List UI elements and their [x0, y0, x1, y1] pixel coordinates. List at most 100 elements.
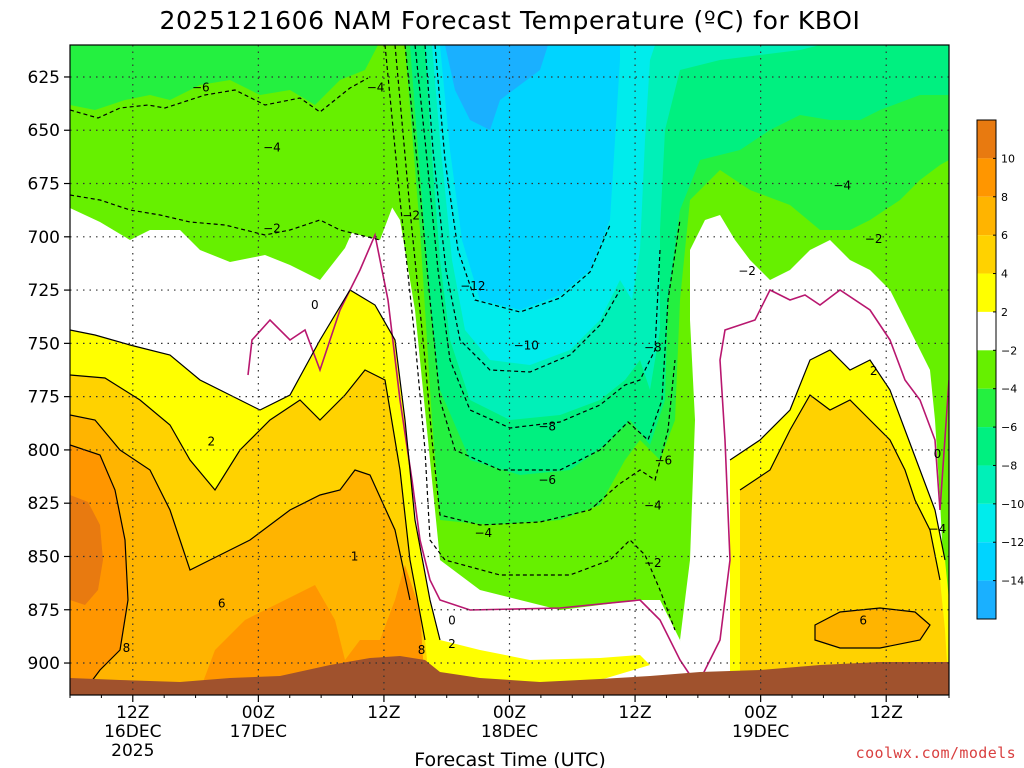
x-tick-date: 19DEC	[732, 722, 789, 742]
x-tick-year: 2025	[111, 741, 154, 761]
y-tick-label: 850	[28, 547, 60, 567]
y-tick-label: 700	[28, 228, 60, 248]
contour-label: −4	[474, 526, 492, 540]
field-10-to-12-left	[70, 495, 103, 605]
contour-zero-right	[699, 288, 949, 681]
colorbar-swatch	[977, 388, 996, 428]
x-tick-label: 00Z	[493, 703, 526, 723]
contour-label: −2	[644, 556, 662, 570]
contour-label: 6	[218, 596, 226, 610]
contour-4-left	[70, 369, 426, 641]
contour-label: −2	[263, 221, 281, 235]
contour-6-right	[814, 607, 931, 649]
contour-label: −10	[514, 338, 539, 352]
field-minus6-upper-left	[70, 45, 378, 110]
contour-zero-left	[247, 232, 701, 691]
field-6-to-8-right	[815, 608, 930, 648]
contour-label: −6	[192, 81, 210, 95]
colorbar-swatch	[977, 273, 996, 312]
contour-label: 2	[448, 637, 456, 651]
ground-terrain	[70, 656, 949, 695]
contour-label: −8	[538, 419, 556, 433]
contour-minus2-core	[384, 45, 676, 631]
colorbar-label: −12	[1001, 536, 1024, 549]
contour-label: 1	[351, 549, 359, 563]
x-tick-label: 12Z	[870, 703, 903, 723]
y-tick-label: 800	[28, 441, 60, 461]
y-tick-label: 875	[28, 601, 60, 621]
y-tick-label: 650	[28, 121, 60, 141]
contour-8-left	[70, 444, 129, 691]
colorbar-label: −2	[1001, 344, 1017, 357]
colorbar-swatch	[977, 350, 996, 389]
colorbar-label: 6	[1001, 229, 1008, 242]
y-tick-label: 825	[28, 494, 60, 514]
contour-label: −4	[929, 522, 947, 536]
contour-label: 0	[448, 613, 456, 627]
colorbar-label: 4	[1001, 268, 1008, 281]
contour-minus6-upper	[70, 77, 369, 119]
contour-label: 8	[418, 643, 426, 657]
colorbar-swatch	[977, 311, 996, 351]
x-tick-label: 12Z	[116, 703, 149, 723]
contour-label: 0	[311, 298, 319, 312]
colorbar-label: 10	[1001, 152, 1015, 165]
colorbar-swatch	[977, 235, 996, 274]
colorbar-swatch	[977, 465, 996, 504]
x-tick-label: 12Z	[618, 703, 651, 723]
y-tick-label: 625	[28, 68, 60, 88]
colorbar-swatch	[977, 542, 996, 581]
contour-label: −4	[833, 179, 851, 193]
contour-label: −4	[263, 140, 281, 154]
field-minus4-upper-left	[70, 78, 395, 240]
colorbar-swatch	[977, 580, 996, 619]
contour-minus4-upper	[70, 194, 381, 241]
colorbar-label: −6	[1001, 421, 1017, 434]
x-tick-date: 17DEC	[230, 722, 287, 742]
x-tick-label: 00Z	[744, 703, 777, 723]
x-tick-date: 16DEC	[104, 722, 161, 742]
colorbar-label: −10	[1001, 498, 1024, 511]
contour-lines	[70, 45, 949, 691]
grid-lines	[70, 45, 949, 695]
contour-minus10-core	[424, 45, 621, 373]
colorbar-legend: −14 −12 −10 −8 −6 −4 −2 2 4 6 8 10	[976, 119, 1024, 620]
contour-label: 2	[870, 364, 878, 378]
y-tick-label: 900	[28, 654, 60, 674]
contour-minus6-core	[404, 45, 681, 471]
colorbar-swatch	[977, 158, 996, 197]
x-tick-label: 12Z	[367, 703, 400, 723]
contour-label: −4	[367, 81, 385, 95]
y-tick-label: 725	[28, 281, 60, 301]
contour-minus8-core	[414, 45, 661, 429]
contour-label: −6	[654, 454, 672, 468]
colorbar-swatch	[977, 120, 996, 159]
y-axis: 625 650 675 700 725 750 775 800 825 850 875 900	[28, 68, 70, 674]
x-tick-date: 18DEC	[481, 722, 538, 742]
colorbar-frame	[976, 119, 997, 620]
colorbar-label: −4	[1001, 383, 1017, 396]
contour-label: 0	[934, 447, 942, 461]
plot-area: −6 −4 −4 −2 −2 0 −12 −10 −8 −8 −6 −6 −4 −4 −2 −4 −2 −2 2 0 −…	[70, 45, 949, 695]
x-axis-label: Forecast Time (UTC)	[414, 749, 605, 768]
y-tick-label: 675	[28, 175, 60, 195]
field-minus16-to-minus14	[445, 45, 548, 130]
contour-labels: −6 −4 −4 −2 −2 0 −12 −10 −8 −8 −6 −6 −4 −4 −2 −4 −2 −2 2 0 −…	[123, 81, 947, 658]
contour-minus4-core	[394, 45, 676, 526]
contour-4-right	[739, 394, 941, 581]
y-tick-label: 775	[28, 388, 60, 408]
y-tick-label: 750	[28, 334, 60, 354]
contour-label: 8	[123, 641, 131, 655]
contour-label: −8	[644, 341, 662, 355]
credit-link[interactable]: coolwx.com/models	[856, 744, 1016, 762]
colorbar-swatch	[977, 503, 996, 543]
contour-label: −4	[644, 498, 662, 512]
contour-6-left	[70, 414, 411, 601]
colorbar-label: 2	[1001, 306, 1008, 319]
contour-label: −6	[538, 473, 556, 487]
contour-label: −2	[738, 264, 756, 278]
contour-label: 6	[859, 613, 867, 627]
colorbar-swatch	[977, 427, 996, 466]
